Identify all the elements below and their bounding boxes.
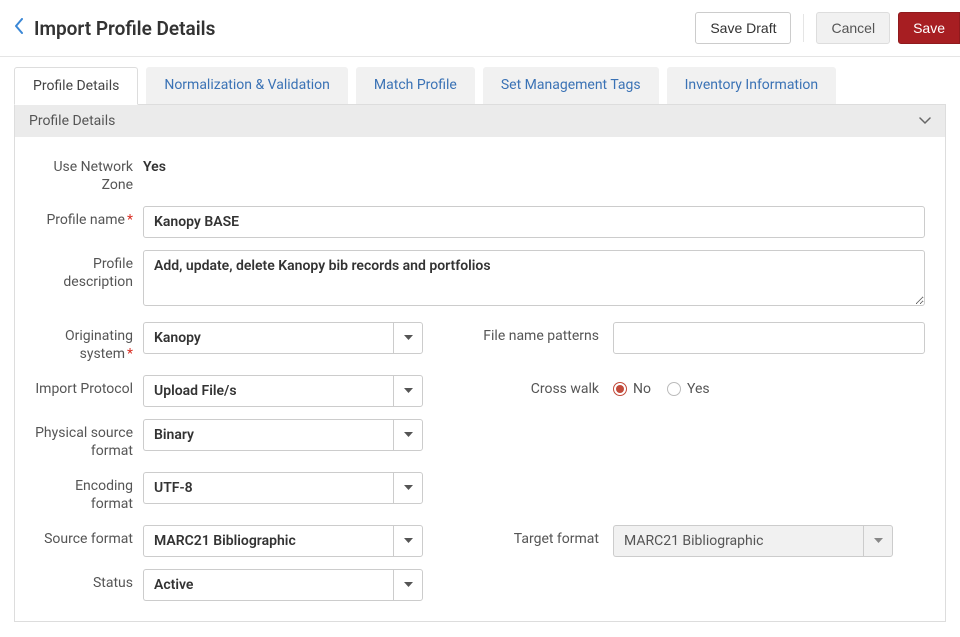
tab-profile-details[interactable]: Profile Details [14, 67, 138, 105]
header-left: Import Profile Details [14, 17, 215, 40]
radio-dot-selected-icon [613, 382, 627, 396]
source-format-select[interactable]: MARC21 Bibliographic [143, 525, 393, 557]
originating-system-caret[interactable] [393, 322, 423, 354]
profile-name-input[interactable] [143, 206, 925, 238]
physical-source-format-select[interactable]: Binary [143, 419, 393, 451]
header-buttons: Save Draft Cancel Save [695, 12, 960, 44]
originating-system-select[interactable]: Kanopy [143, 322, 393, 354]
encoding-format-select[interactable]: UTF-8 [143, 472, 393, 504]
panel-body: Use Network Zone Yes Profile name* Profi… [15, 137, 945, 621]
label-profile-description: Profile description [35, 250, 143, 291]
save-button[interactable]: Save [898, 12, 960, 44]
panel-header[interactable]: Profile Details [15, 105, 945, 137]
label-cross-walk: Cross walk [463, 375, 613, 399]
cancel-button[interactable]: Cancel [816, 12, 890, 44]
status-caret[interactable] [393, 569, 423, 601]
label-use-network-zone: Use Network Zone [35, 153, 143, 194]
tab-inventory[interactable]: Inventory Information [667, 67, 837, 105]
page-title: Import Profile Details [34, 17, 215, 40]
label-originating-system: Originating system* [35, 322, 143, 363]
save-draft-button[interactable]: Save Draft [695, 12, 791, 44]
value-use-network-zone: Yes [143, 153, 925, 175]
profile-description-input[interactable]: Add, update, delete Kanopy bib records a… [143, 250, 925, 306]
label-profile-name: Profile name* [35, 206, 143, 230]
label-status: Status [35, 569, 143, 593]
file-name-patterns-input[interactable] [613, 322, 925, 354]
profile-details-panel: Profile Details Use Network Zone Yes Pro… [14, 104, 946, 622]
label-import-protocol: Import Protocol [35, 375, 143, 399]
crosswalk-radio-no[interactable]: No [613, 381, 651, 397]
import-protocol-select[interactable]: Upload File/s [143, 375, 393, 407]
label-physical-source-format: Physical source format [35, 419, 143, 460]
chevron-down-icon[interactable] [919, 113, 931, 129]
import-protocol-caret[interactable] [393, 375, 423, 407]
tab-match-profile[interactable]: Match Profile [356, 67, 475, 105]
radio-dot-icon [667, 382, 681, 396]
status-select[interactable]: Active [143, 569, 393, 601]
tab-normalization[interactable]: Normalization & Validation [146, 67, 348, 105]
encoding-format-caret[interactable] [393, 472, 423, 504]
tab-set-management[interactable]: Set Management Tags [483, 67, 659, 105]
panel-title: Profile Details [29, 113, 115, 129]
page-header: Import Profile Details Save Draft Cancel… [0, 0, 960, 57]
crosswalk-radio-yes[interactable]: Yes [667, 381, 710, 397]
physical-source-format-caret[interactable] [393, 419, 423, 451]
target-format-select: MARC21 Bibliographic [613, 525, 863, 557]
back-icon[interactable] [14, 18, 24, 38]
button-divider [803, 14, 804, 42]
crosswalk-no-label: No [633, 381, 651, 397]
tab-bar: Profile Details Normalization & Validati… [0, 57, 960, 105]
crosswalk-radio-group: No Yes [613, 375, 710, 397]
source-format-caret[interactable] [393, 525, 423, 557]
label-source-format: Source format [35, 525, 143, 549]
label-file-name-patterns: File name patterns [463, 322, 613, 346]
label-encoding-format: Encoding format [35, 472, 143, 513]
crosswalk-yes-label: Yes [687, 381, 710, 397]
target-format-caret [863, 525, 893, 557]
label-target-format: Target format [463, 525, 613, 549]
